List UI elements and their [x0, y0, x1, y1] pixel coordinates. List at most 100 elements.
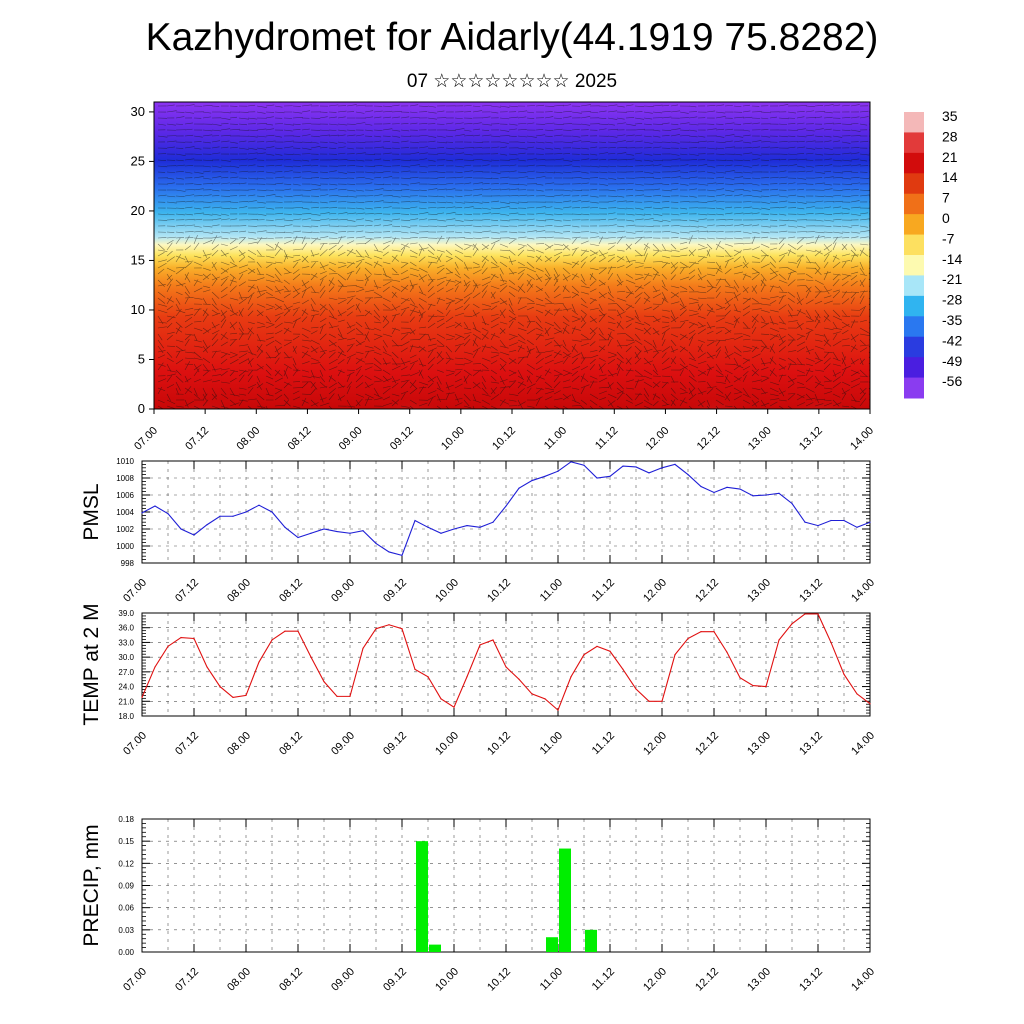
wind-barb [625, 123, 636, 126]
wind-barb [490, 219, 499, 221]
wind-barb [823, 158, 832, 161]
wind-barb [526, 117, 535, 119]
wind-barb [634, 236, 645, 239]
wind-barb [616, 311, 626, 317]
wind-barb [787, 279, 796, 287]
wind-barb [436, 147, 445, 149]
wind-barb [175, 123, 184, 125]
wind-barb [544, 206, 553, 209]
wind-barb [193, 255, 202, 259]
wind-barb [220, 267, 228, 273]
wind-barb [580, 387, 585, 395]
wind-barb [697, 315, 706, 319]
x-tick-label: 11.00 [538, 730, 565, 757]
wind-barb [328, 207, 338, 209]
wind-barb [697, 267, 702, 275]
wind-barb [733, 317, 740, 323]
pmsl-point [154, 505, 156, 507]
wind-barb [625, 188, 634, 191]
wind-barb [652, 352, 659, 359]
wind-barb [400, 123, 409, 125]
pmsl-point [193, 534, 195, 536]
wind-barb [688, 357, 697, 361]
wind-barb [742, 405, 746, 409]
wind-barb [850, 182, 861, 185]
wind-barb [625, 182, 634, 185]
x-tick-label: 10.00 [433, 577, 461, 605]
wind-barb [409, 261, 417, 267]
wind-barb [454, 134, 465, 137]
wind-barb [229, 359, 239, 365]
wind-barb [220, 405, 229, 409]
wind-barb [490, 255, 498, 264]
wind-barb [391, 147, 400, 149]
wind-barb [472, 141, 483, 144]
wind-barb [715, 363, 722, 373]
wind-barb [328, 277, 334, 287]
wind-barb [274, 303, 283, 310]
temp-point [817, 613, 819, 615]
wind-barb [364, 381, 370, 388]
wind-barb [445, 129, 456, 132]
temp-point [635, 688, 637, 690]
colorbar-label: 0 [942, 210, 950, 226]
wind-barb [238, 230, 247, 233]
wind-barb [175, 309, 186, 314]
wind-barb [472, 134, 481, 137]
wind-barb [220, 294, 228, 299]
wind-barb [202, 303, 211, 305]
wind-barb [544, 396, 553, 401]
wind-barb [805, 147, 816, 150]
wind-barb [202, 249, 208, 258]
x-tick-label: 07.00 [121, 577, 149, 605]
x-tick-label: 13.00 [745, 577, 773, 605]
wind-barb [337, 134, 346, 137]
wind-barb [490, 354, 500, 359]
temp-point [544, 698, 546, 700]
wind-barb [571, 200, 582, 203]
wind-barb [553, 153, 563, 155]
wind-barb [238, 344, 249, 347]
wind-barb [247, 327, 253, 335]
temp-point [830, 641, 832, 644]
wind-barb [526, 224, 535, 227]
wind-barb [427, 255, 438, 259]
wind-barb [499, 164, 510, 167]
wind-barb [544, 195, 555, 198]
wind-barb [220, 268, 230, 275]
wind-barb [517, 344, 523, 353]
wind-barb [652, 195, 662, 197]
wind-barb [562, 275, 571, 281]
temp-point [258, 661, 260, 663]
wind-barb [283, 188, 292, 191]
wind-barb [616, 279, 623, 286]
wind-barb [328, 375, 336, 382]
wind-barb [418, 381, 429, 386]
wind-barb [769, 194, 780, 197]
wind-barb [796, 237, 805, 245]
wind-barb [526, 135, 537, 138]
x-tick-label: 09.12 [381, 730, 409, 758]
wind-barb [301, 218, 312, 221]
wind-barb [184, 361, 191, 371]
pmsl-point [310, 532, 312, 534]
wind-barb [337, 177, 348, 180]
wind-barb [166, 267, 176, 273]
wind-barb [850, 369, 860, 374]
wind-barb [796, 254, 804, 263]
wind-barb [850, 371, 859, 377]
wind-barb [742, 104, 750, 107]
wind-barb [481, 244, 490, 251]
wind-barb [418, 152, 428, 155]
wind-barb [688, 375, 697, 382]
wind-barb [733, 206, 742, 209]
wind-barb [814, 234, 820, 245]
wind-barb [652, 363, 658, 373]
wind-barb [562, 327, 570, 334]
wind-barb [643, 266, 652, 269]
wind-barb [229, 277, 235, 287]
wind-barb [670, 176, 681, 179]
wind-barb [508, 164, 517, 167]
wind-barb [265, 194, 276, 197]
